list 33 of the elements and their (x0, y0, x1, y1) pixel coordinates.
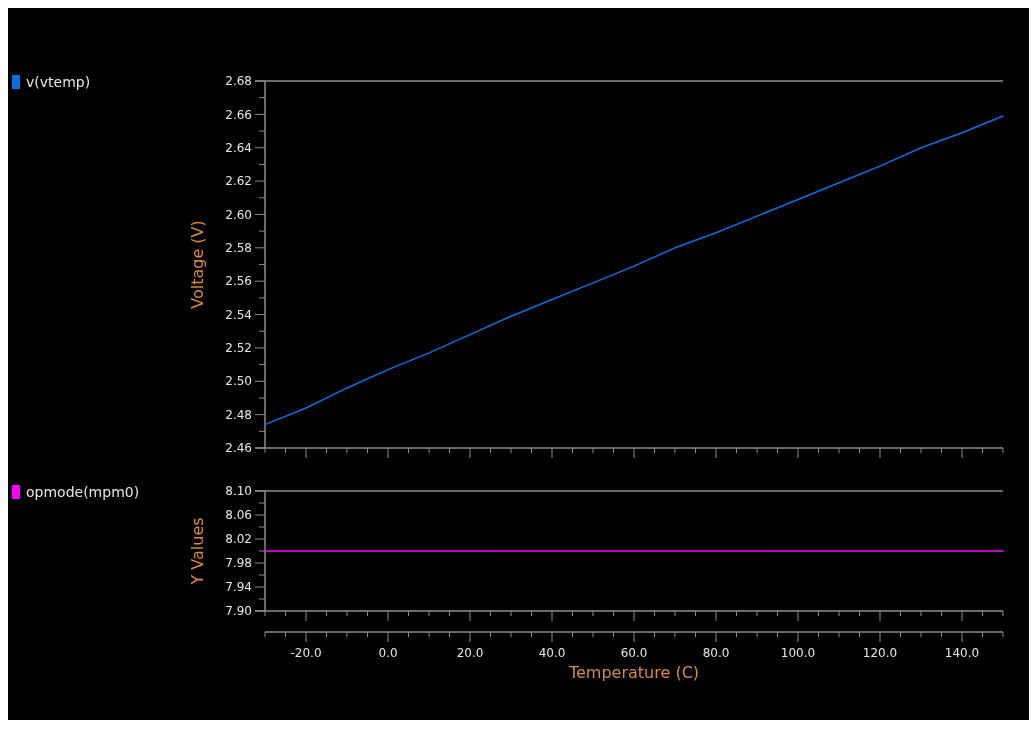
y-tick-label: 2.58 (225, 241, 252, 256)
y-tick-label: 7.98 (225, 556, 252, 571)
y-tick-label: 2.66 (225, 107, 252, 122)
y-tick-label: 2.48 (225, 407, 252, 422)
y-tick-label: 2.60 (225, 207, 252, 222)
y-tick-label: 2.46 (225, 441, 252, 456)
y-tick-label: 7.90 (225, 604, 252, 619)
x-tick-label: 40.0 (538, 646, 566, 660)
line-series (264, 115, 1004, 426)
x-tick-label: 140.0 (944, 646, 980, 660)
x-tick-label: 20.0 (456, 646, 484, 660)
y-tick-label: 2.64 (225, 140, 252, 155)
x-tick-label: 0.0 (378, 646, 398, 660)
y-tick-label: 2.68 (225, 74, 252, 89)
x-tick-label: 100.0 (780, 646, 816, 660)
x-axis-title: Temperature (C) (567, 663, 700, 682)
y-tick-label: 2.56 (225, 274, 252, 289)
y-tick-label: 2.50 (225, 374, 252, 389)
y-axis-title: Voltage (V) (188, 220, 207, 309)
y-tick-label: 2.52 (225, 341, 252, 356)
x-tick-label: 60.0 (620, 646, 648, 660)
legend-label: opmode(mpm0) (26, 483, 140, 500)
y-tick-label: 8.06 (225, 508, 252, 523)
y-tick-label: 8.10 (225, 484, 252, 499)
y-tick-label: 7.94 (225, 580, 252, 595)
legend-label: v(vtemp) (26, 73, 91, 90)
x-tick-label: 80.0 (702, 646, 730, 660)
y-tick-label: 2.62 (225, 174, 252, 189)
x-tick-label: -20.0 (290, 646, 322, 660)
y-tick-label: 2.54 (225, 307, 252, 322)
y-axis-title: Y Values (188, 517, 207, 586)
y-tick-label: 8.02 (225, 532, 252, 547)
x-tick-label: 120.0 (862, 646, 898, 660)
